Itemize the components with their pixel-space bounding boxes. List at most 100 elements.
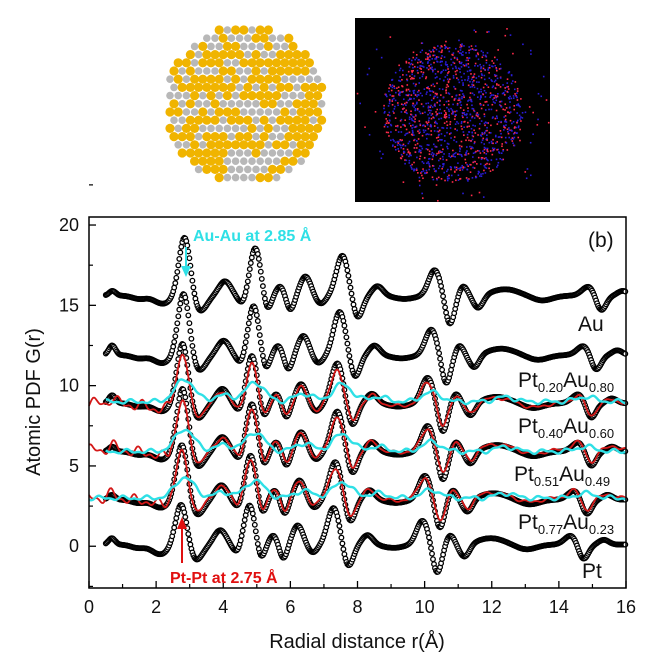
map-dot — [416, 69, 419, 72]
map-dot — [445, 61, 447, 63]
atom — [284, 50, 294, 60]
data-point — [339, 540, 346, 547]
map-dot — [455, 169, 458, 171]
map-dot — [488, 72, 490, 74]
map-dot — [436, 96, 439, 99]
map-dot — [421, 124, 424, 127]
atom — [223, 75, 232, 83]
atom — [210, 99, 220, 109]
map-dot — [415, 147, 418, 149]
map-dot — [519, 105, 521, 108]
map-dot — [383, 104, 385, 107]
map-dot — [405, 104, 407, 107]
atom — [190, 74, 200, 84]
map-dot — [428, 158, 430, 160]
atom — [194, 148, 204, 158]
map-dot — [464, 158, 467, 161]
map-dot — [453, 152, 456, 155]
map-dot — [479, 152, 482, 154]
map-dot — [474, 176, 477, 179]
map-dot — [438, 50, 440, 53]
map-dot — [480, 175, 483, 178]
map-dot — [459, 167, 461, 170]
data-point — [334, 513, 341, 520]
map-dot — [444, 115, 446, 117]
map-dot — [460, 61, 463, 64]
map-dot — [384, 110, 386, 113]
atom — [174, 91, 182, 100]
map-dot — [469, 92, 472, 94]
map-dot — [438, 104, 441, 106]
map-dot — [467, 152, 470, 155]
atom — [181, 123, 191, 133]
map-dot — [492, 149, 494, 152]
map-dot — [460, 145, 463, 148]
map-dot — [448, 50, 451, 53]
map-dot — [426, 148, 429, 151]
map-dot — [511, 122, 513, 125]
map-dot — [418, 157, 421, 160]
data-point — [178, 243, 185, 250]
map-dot — [503, 124, 505, 127]
atom — [272, 124, 281, 133]
data-point — [256, 332, 263, 339]
map-dot — [470, 163, 472, 166]
map-dot — [410, 117, 413, 120]
map-dot — [446, 179, 449, 182]
map-dot — [460, 44, 463, 47]
map-dot — [436, 126, 439, 129]
map-dot — [492, 65, 494, 68]
map-dot — [456, 77, 458, 79]
map-dot — [472, 147, 474, 149]
atom — [182, 108, 191, 116]
atom — [173, 107, 183, 117]
map-dot — [452, 153, 455, 156]
data-point — [184, 242, 191, 249]
map-dot — [402, 74, 404, 76]
map-dot — [425, 58, 427, 60]
map-dot — [514, 81, 517, 83]
map-dot — [449, 121, 452, 123]
map-dot — [466, 113, 468, 115]
data-point — [343, 262, 350, 269]
map-dot — [511, 130, 513, 132]
map-dot — [453, 62, 456, 65]
map-dot — [454, 88, 457, 90]
data-point — [242, 288, 249, 295]
map-dot — [410, 114, 413, 116]
map-dot — [529, 141, 532, 144]
map-dot — [482, 104, 485, 106]
series-label-part: 0.80 — [589, 380, 614, 395]
map-dot — [486, 137, 488, 140]
map-dot — [471, 85, 474, 88]
map-dot — [434, 68, 436, 71]
map-dot — [491, 65, 493, 67]
map-dot — [477, 156, 480, 159]
map-dot — [504, 120, 506, 123]
map-dot — [506, 149, 509, 151]
map-dot — [392, 95, 395, 97]
map-dot — [414, 104, 416, 107]
x-tick-label: 10 — [415, 597, 435, 617]
series-label: Pt0.51Au0.49 — [514, 463, 610, 489]
map-dot — [445, 92, 448, 94]
map-dot — [419, 124, 422, 127]
map-dot — [451, 95, 453, 98]
map-dot — [512, 97, 515, 99]
map-dot — [415, 102, 418, 105]
map-dot — [431, 151, 434, 154]
map-dot — [477, 134, 479, 136]
map-dot — [432, 165, 435, 167]
map-dot — [408, 155, 410, 158]
map-dot — [460, 120, 463, 123]
map-dot — [395, 148, 397, 151]
map-dot — [397, 131, 400, 133]
atom — [190, 123, 200, 133]
data-point — [427, 539, 433, 546]
map-dot — [517, 119, 519, 122]
atom — [264, 141, 273, 149]
atom — [260, 165, 269, 174]
atom — [264, 108, 273, 116]
map-dot — [401, 108, 404, 110]
